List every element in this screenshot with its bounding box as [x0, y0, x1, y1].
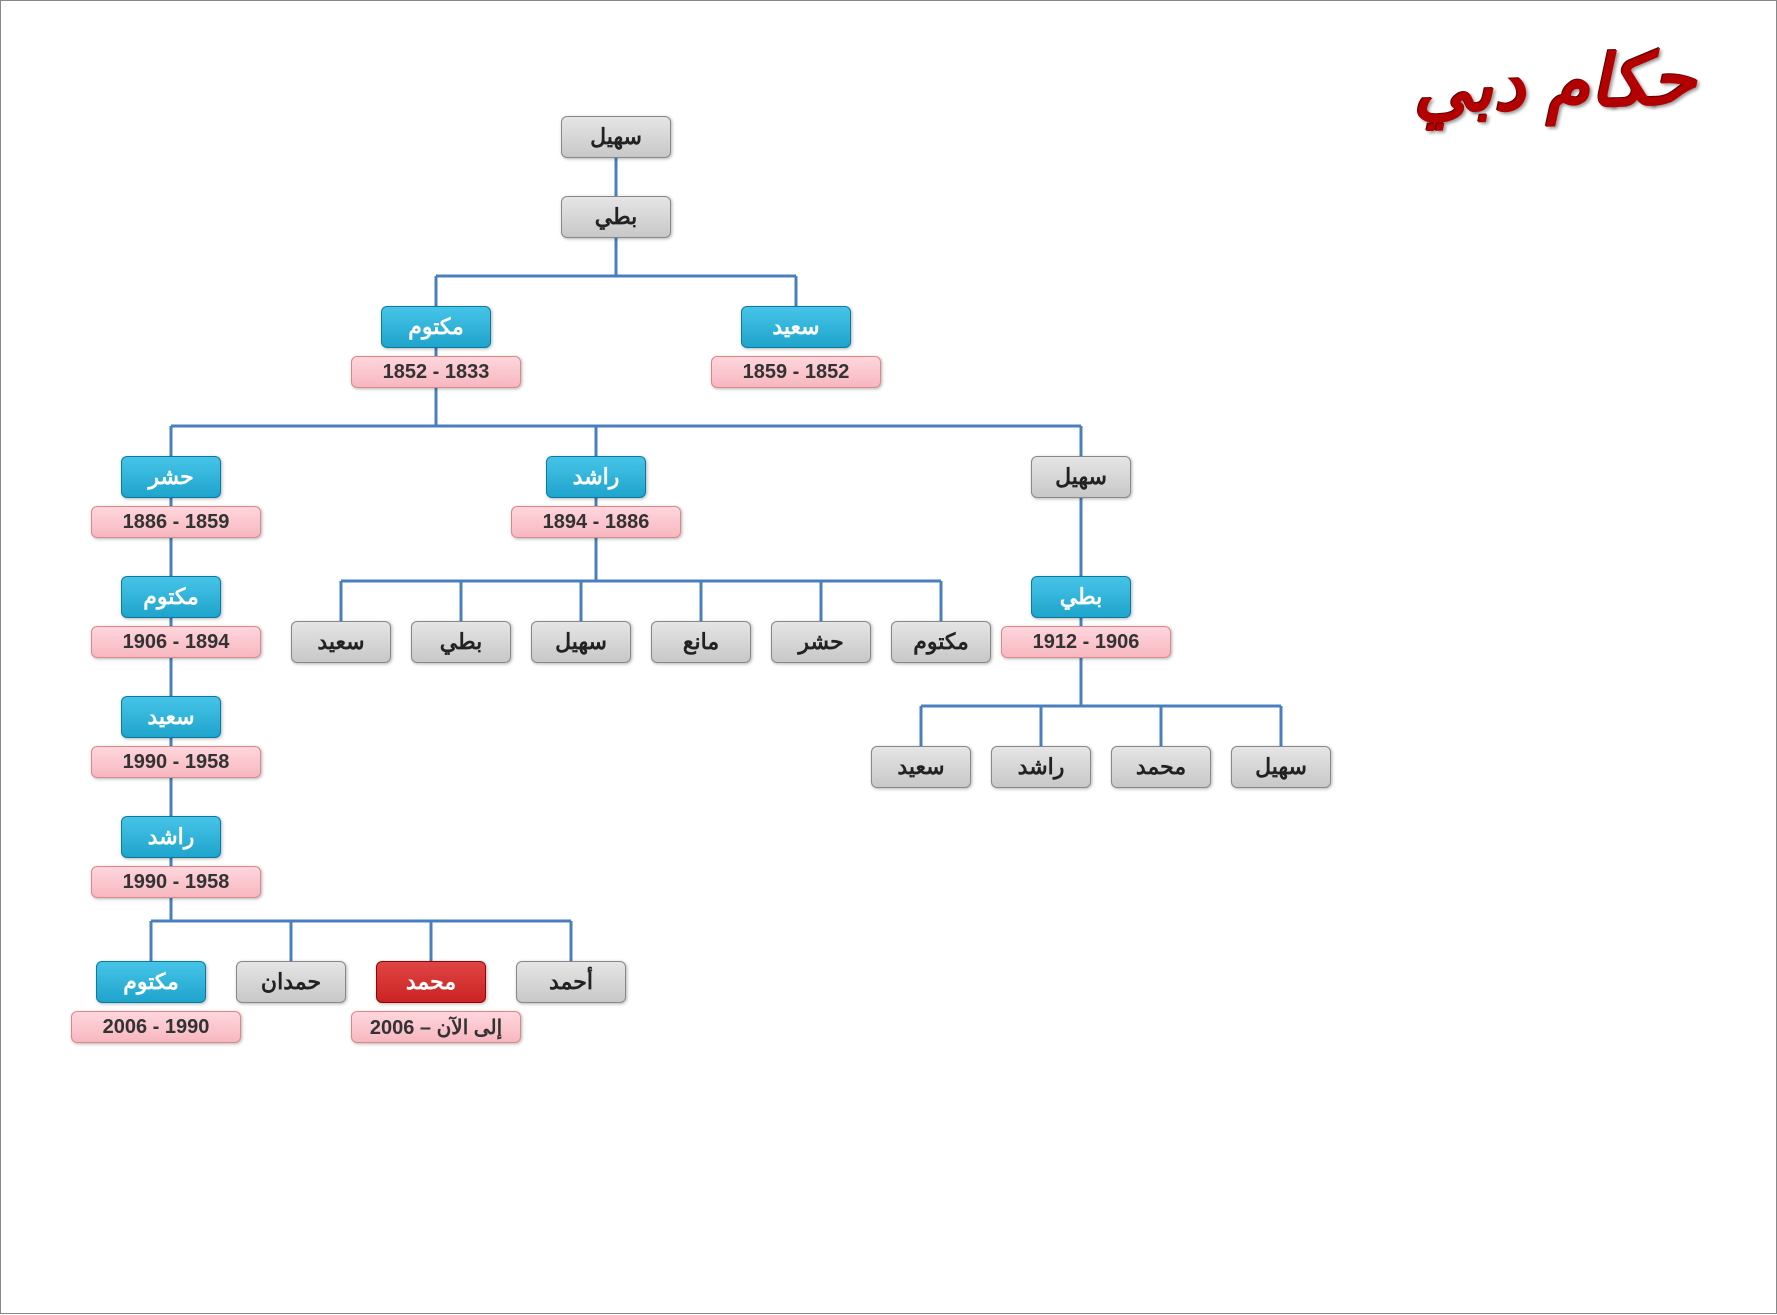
- node-r_saeed: سعيد: [291, 621, 391, 663]
- node-saeed1: سعيد: [741, 306, 851, 348]
- node-hushr1_date: 1886 - 1859: [91, 506, 261, 538]
- node-rashid2: راشد: [121, 816, 221, 858]
- node-bati2: بطي: [1031, 576, 1131, 618]
- node-r_maktoum: مكتوم: [891, 621, 991, 663]
- node-bati1: بطي: [561, 196, 671, 238]
- node-r_bati: بطي: [411, 621, 511, 663]
- node-r_hushr: حشر: [771, 621, 871, 663]
- node-hushr1: حشر: [121, 456, 221, 498]
- node-maktoum2_date: 1906 - 1894: [91, 626, 261, 658]
- node-bati2_date: 1912 - 1906: [1001, 626, 1171, 658]
- node-mohammed: محمد: [376, 961, 486, 1003]
- node-saeed2_date: 1990 - 1958: [91, 746, 261, 778]
- node-maktoum1_date: 1852 - 1833: [351, 356, 521, 388]
- node-r_suhail: سهيل: [531, 621, 631, 663]
- diagram-title: حكام دبي: [1412, 36, 1698, 130]
- node-maktoum3_date: 2006 - 1990: [71, 1011, 241, 1043]
- node-maktoum3: مكتوم: [96, 961, 206, 1003]
- connectors-layer: [1, 1, 1777, 1315]
- node-rashid1: راشد: [546, 456, 646, 498]
- node-mohammed_date: 2006 – إلى الآن: [351, 1011, 521, 1043]
- node-suhail2: سهيل: [1031, 456, 1131, 498]
- node-hamdan: حمدان: [236, 961, 346, 1003]
- node-maktoum1: مكتوم: [381, 306, 491, 348]
- node-b_saeed: سعيد: [871, 746, 971, 788]
- node-rashid1_date: 1894 - 1886: [511, 506, 681, 538]
- node-b_suhail: سهيل: [1231, 746, 1331, 788]
- node-b_mohammed: محمد: [1111, 746, 1211, 788]
- node-saeed1_date: 1859 - 1852: [711, 356, 881, 388]
- node-suhail1: سهيل: [561, 116, 671, 158]
- node-saeed2: سعيد: [121, 696, 221, 738]
- node-b_rashid: راشد: [991, 746, 1091, 788]
- node-r_mane: مانع: [651, 621, 751, 663]
- node-ahmed: أحمد: [516, 961, 626, 1003]
- node-rashid2_date: 1990 - 1958: [91, 866, 261, 898]
- node-maktoum2: مكتوم: [121, 576, 221, 618]
